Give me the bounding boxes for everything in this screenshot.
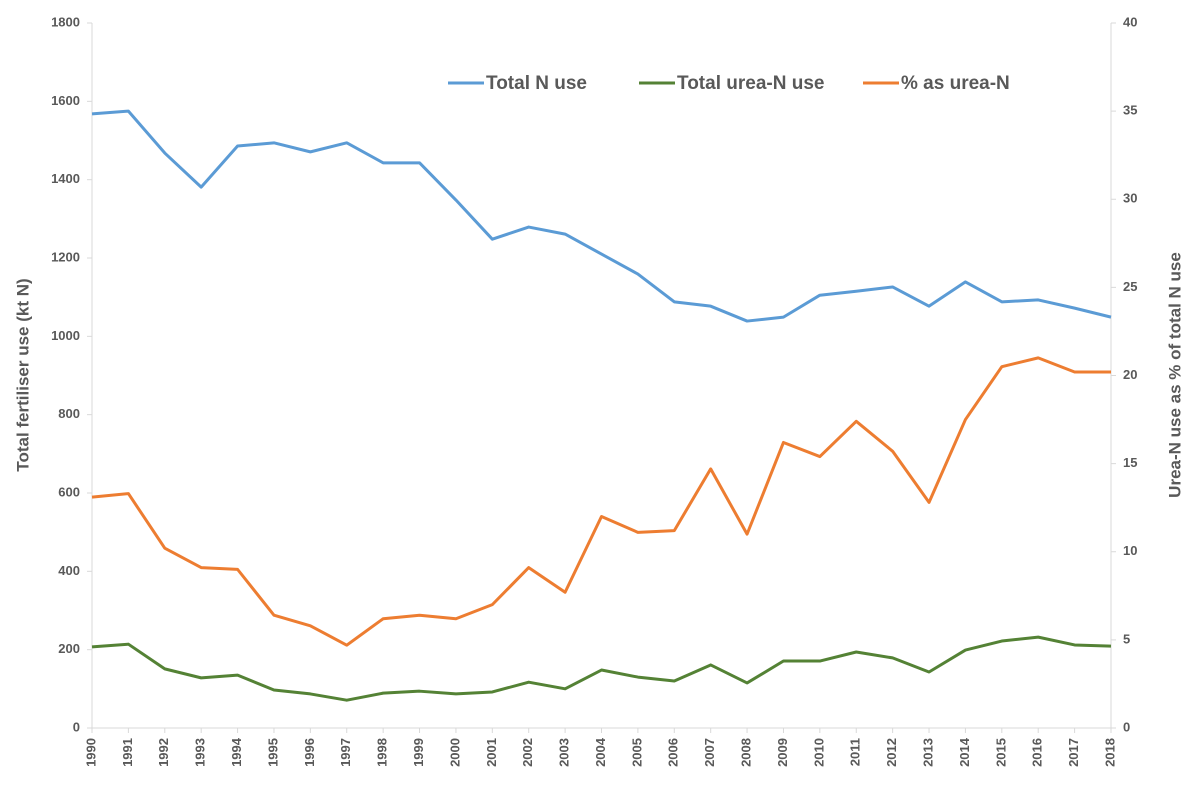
legend-label: Total urea-N use xyxy=(677,73,824,94)
legend-label: % as urea-N xyxy=(901,73,1010,94)
x-tick-label: 1991 xyxy=(120,738,135,767)
x-tick-label: 1999 xyxy=(411,738,426,767)
x-tick-label: 2008 xyxy=(739,738,754,767)
y-tick-label: 200 xyxy=(58,641,80,656)
x-tick-label: 2018 xyxy=(1102,738,1117,767)
y2-axis-title: Urea-N use as % of total N use xyxy=(1165,252,1184,498)
y-axis-title: Total fertiliser use (kt N) xyxy=(13,278,32,471)
x-tick-label: 1993 xyxy=(193,738,208,767)
y-tick-label: 1800 xyxy=(51,14,80,29)
y2-tick-label: 0 xyxy=(1123,719,1130,734)
y-tick-label: 600 xyxy=(58,484,80,499)
x-tick-label: 2012 xyxy=(884,738,899,767)
y2-tick-label: 40 xyxy=(1123,14,1137,29)
x-tick-label: 2003 xyxy=(557,738,572,767)
series-line xyxy=(91,635,1112,702)
x-tick-label: 1997 xyxy=(338,738,353,767)
series-line xyxy=(91,109,1112,323)
x-tick-label: 2015 xyxy=(993,738,1008,767)
y2-tick-label: 15 xyxy=(1123,455,1137,470)
x-tick-label: 1995 xyxy=(265,738,280,767)
y2-tick-label: 25 xyxy=(1123,279,1137,294)
x-tick-label: 2004 xyxy=(593,737,608,767)
x-tick-label: 2009 xyxy=(775,738,790,767)
y-tick-label: 1000 xyxy=(51,328,80,343)
x-tick-label: 2005 xyxy=(629,738,644,767)
x-tick-label: 1992 xyxy=(156,738,171,767)
y-tick-label: 800 xyxy=(58,406,80,421)
x-tick-label: 1994 xyxy=(229,737,244,767)
x-tick-label: 2014 xyxy=(957,737,972,767)
y-tick-label: 1400 xyxy=(51,171,80,186)
y2-tick-label: 20 xyxy=(1123,367,1137,382)
y-tick-label: 1200 xyxy=(51,249,80,264)
x-tick-label: 2013 xyxy=(920,738,935,767)
x-tick-label: 2010 xyxy=(811,738,826,767)
x-tick-label: 2001 xyxy=(484,738,499,767)
x-tick-label: 2016 xyxy=(1030,738,1045,767)
x-tick-label: 2006 xyxy=(666,738,681,767)
x-tick-label: 1990 xyxy=(83,738,98,767)
x-tick-label: 2007 xyxy=(702,738,717,767)
y2-tick-label: 30 xyxy=(1123,191,1137,206)
x-tick-label: 1998 xyxy=(375,738,390,767)
y2-tick-label: 5 xyxy=(1123,631,1130,646)
y2-tick-label: 35 xyxy=(1123,103,1137,118)
y-tick-label: 1600 xyxy=(51,93,80,108)
series-line xyxy=(91,356,1111,647)
x-tick-label: 1996 xyxy=(302,738,317,767)
x-tick-label: 2002 xyxy=(520,738,535,767)
x-tick-label: 2011 xyxy=(848,738,863,766)
y2-tick-label: 10 xyxy=(1123,543,1137,558)
legend-label: Total N use xyxy=(486,73,587,94)
x-tick-label: 2000 xyxy=(447,738,462,767)
x-tick-label: 2017 xyxy=(1066,738,1081,767)
y-tick-label: 0 xyxy=(73,719,80,734)
y-tick-label: 400 xyxy=(58,563,80,578)
